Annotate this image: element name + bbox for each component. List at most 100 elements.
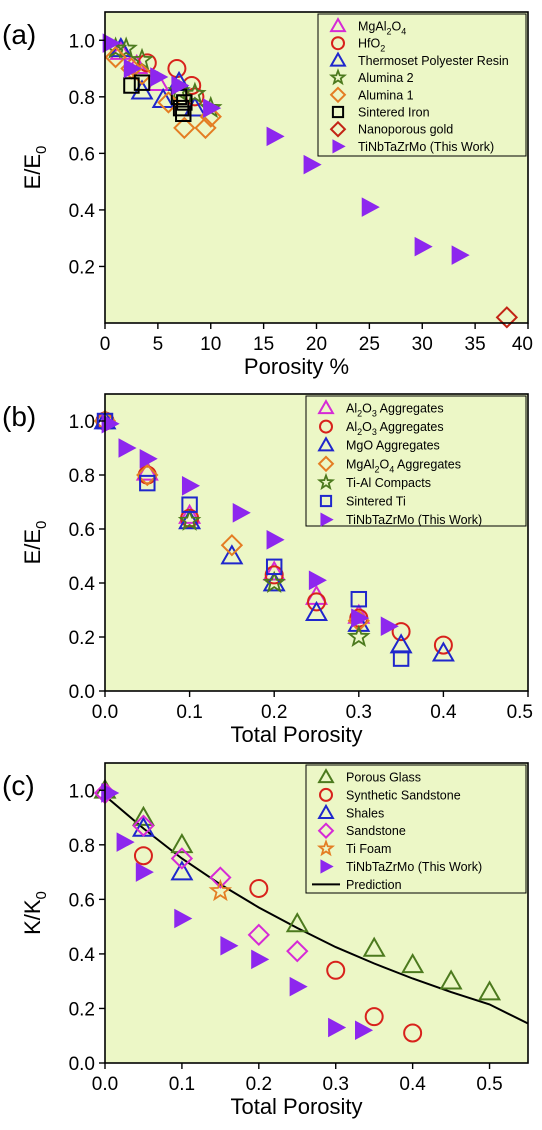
x-tick-label: 0.3	[323, 1074, 349, 1095]
data-point-square	[172, 99, 190, 117]
legend-label: Synthetic Sandstone	[346, 788, 461, 802]
legend-item: Shales	[317, 803, 384, 820]
legend-marker	[329, 51, 347, 67]
legend-label-text: O	[392, 20, 402, 34]
legend-label: Sandstone	[346, 824, 406, 838]
data-point-square	[350, 590, 368, 608]
x-tick-label: 0.0	[92, 702, 118, 723]
data-point-triangle-up	[439, 969, 463, 990]
panel-label: (c)	[2, 770, 35, 801]
y-axis-title: E/E0	[20, 146, 50, 190]
data-point-triangle-right	[351, 608, 370, 628]
data-point-square	[123, 77, 140, 94]
legend-item: MgAl2O4	[329, 17, 406, 37]
data-point-square	[139, 474, 156, 492]
legend-marker	[320, 859, 334, 874]
legend-label-text: Alumina 1	[358, 88, 414, 102]
legend-item: Thermoset Polyester Resin	[329, 51, 509, 68]
data-point-triangle-up	[178, 503, 202, 524]
legend-label-subscript: 2	[357, 427, 362, 437]
data-point-triangle-right	[116, 832, 135, 852]
data-point-circle	[137, 53, 157, 73]
data-point-circle	[326, 960, 346, 980]
legend-label-subscript: 3	[372, 427, 377, 437]
data-point-triangle-up	[109, 39, 133, 60]
data-point-square	[175, 105, 192, 123]
y-tick-label: 0.0	[69, 682, 95, 703]
legend-marker	[320, 512, 334, 527]
legend-marker	[316, 839, 336, 857]
y-tick-label: 0.2	[69, 999, 95, 1020]
panel-label: (a)	[2, 19, 36, 50]
y-tick-label: 0.6	[69, 144, 95, 165]
data-point-triangle-right	[123, 58, 142, 79]
data-point-triangle-right	[181, 476, 201, 496]
x-tick-label: 40	[512, 334, 533, 355]
legend-label: Al2O3 Aggregates	[346, 420, 444, 437]
legend-label: HfO2	[358, 37, 385, 54]
y-tick-label: 0.2	[69, 628, 95, 649]
data-point-triangle-right	[414, 236, 433, 257]
legend-label: Alumina 1	[358, 88, 414, 102]
legend-marker	[317, 436, 335, 452]
data-point-star	[347, 624, 371, 648]
legend-marker	[329, 86, 347, 104]
data-point-triangle-up	[305, 600, 328, 622]
legend-marker	[319, 419, 333, 434]
data-point-triangle-right	[308, 570, 327, 591]
data-point-triangle-up	[170, 860, 194, 881]
data-point-triangle-right	[101, 783, 120, 803]
legend-marker	[319, 787, 333, 802]
legend-label-text: Nanoporous gold	[358, 123, 453, 137]
data-point-circle	[133, 846, 153, 866]
legend-label: TiNbTaZrMo (This Work)	[346, 860, 482, 874]
data-point-triangle-right	[171, 75, 190, 96]
legend-label-text: Porous Glass	[346, 771, 421, 785]
data-point-diamond	[132, 814, 155, 837]
data-point-triangle-up	[285, 912, 309, 933]
data-point-triangle-right	[355, 1020, 374, 1041]
data-point-triangle-right	[328, 1017, 347, 1038]
data-point-triangle-right	[203, 98, 222, 118]
x-tick-label: 0.4	[399, 1074, 426, 1095]
y-tick-label: 0.2	[69, 257, 95, 278]
data-point-diamond	[136, 463, 159, 487]
legend-label: Sintered Iron	[358, 106, 430, 120]
legend-label: MgO Aggregates	[346, 439, 440, 453]
legend-label-text: O	[380, 457, 390, 471]
legend-item: Alumina 1	[329, 86, 414, 104]
data-point-diamond	[170, 847, 194, 870]
data-point-triangle-right	[101, 413, 120, 434]
y-tick-label: 1.0	[69, 412, 95, 433]
legend-label-text: Sintered Ti	[346, 495, 406, 509]
legend-label-text: MgO Aggregates	[346, 439, 440, 453]
data-point-triangle-up	[170, 833, 194, 854]
legend: Porous Glass Synthetic Sandstone Shales San…	[305, 764, 527, 894]
legend-item: Sintered Ti	[319, 495, 406, 509]
legend-marker	[317, 803, 335, 819]
data-point-circle	[391, 622, 411, 642]
legend-label-subscript: 2	[357, 409, 362, 419]
legend-item: MgAl2O4 Aggregates	[317, 455, 461, 474]
legend-label: Thermoset Polyester Resin	[358, 54, 509, 68]
data-point-triangle-up	[220, 544, 244, 565]
legend-label: MgAl2O4 Aggregates	[346, 457, 461, 474]
x-tick-label: 30	[412, 334, 433, 355]
y-axis-title: E/E0	[20, 521, 50, 565]
legend-marker	[329, 120, 347, 138]
y-tick-label: 0.8	[69, 88, 95, 109]
legend-label-subscript: 2	[380, 44, 385, 54]
legend-label: Shales	[346, 806, 384, 820]
legend-item: Nanoporous gold	[329, 120, 453, 138]
legend-label-text: HfO	[358, 37, 381, 51]
x-tick-label: 20	[306, 334, 327, 355]
data-point-triangle-right	[118, 438, 137, 458]
x-tick-label: 0.1	[169, 1074, 195, 1095]
legend-label: Prediction	[346, 878, 402, 892]
data-point-square	[265, 558, 283, 576]
x-tick-label: 5	[153, 334, 164, 355]
x-tick-label: 0	[100, 334, 111, 355]
legend-marker	[328, 68, 348, 86]
data-point-circle	[364, 1007, 384, 1027]
